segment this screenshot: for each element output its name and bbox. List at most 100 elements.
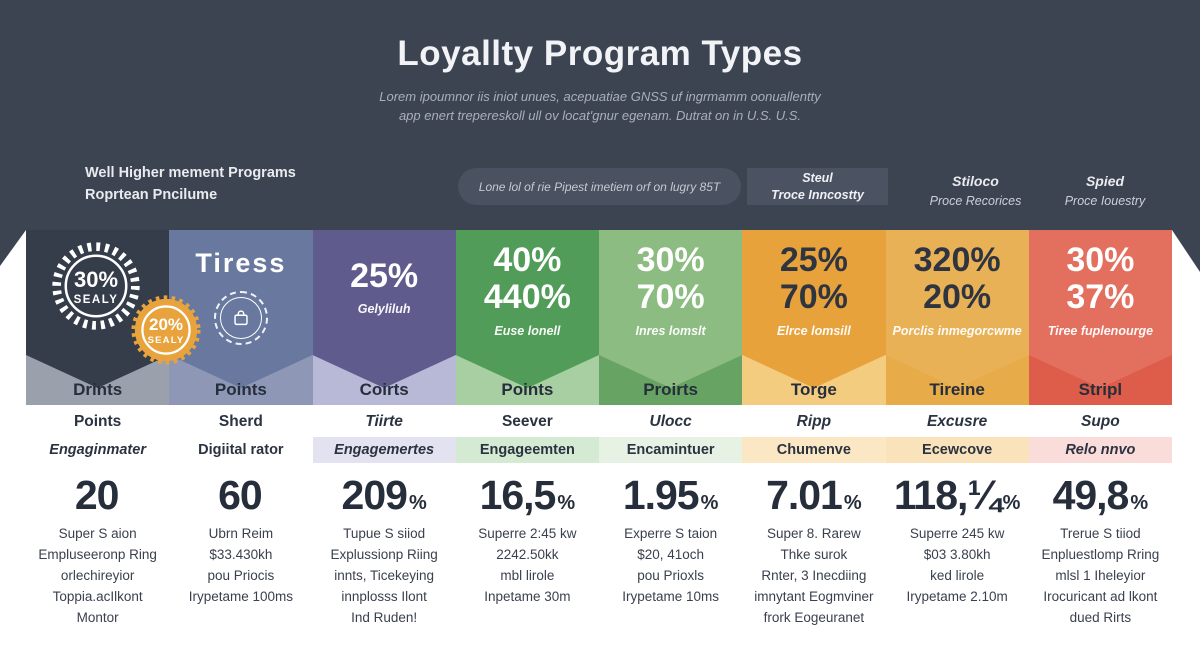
header-pill-badge: Lone lol of rie Pipest imetiem orf on lu… [458,168,741,205]
stat-value: 209% [313,472,456,519]
detail-cell: Excusre Ecewcove 118,¼% Superre 245 kw $0… [885,407,1029,629]
stat-value: 16,5% [456,472,599,519]
detail-cell: Sherd Digiital rator 60 Ubrn Reim $33.430… [169,407,313,629]
banner-percentages: 40% 440% [483,241,571,317]
banner-4: 40% 440% Euse lonell [455,230,599,355]
banner-2: Tiress [169,230,313,355]
banner-label: Torge [790,380,837,399]
stat-number: 16,5 [479,472,557,518]
program-name: Points [73,413,122,430]
stat-number: 20 [74,472,120,518]
header-column-caption-1: Stiloco Proce Recorices [893,171,1058,211]
banner-label: Coirts [359,380,409,399]
banner-percentages: 320% 20% [913,241,1001,317]
stat-percent-sign: % [1002,492,1021,514]
banner-6: 25% 70% Elrce lomsill [742,230,886,355]
program-tag: Engageemten [455,437,599,463]
stat-description: Superre 2:45 kw 2242.50kk mbl lirole Inpeta… [478,526,577,604]
program-name: Excusre [926,413,988,430]
stat-value: 7.01% [742,472,885,519]
banner-label: Points [214,380,267,399]
header-caption-sub: Proce Iouestry [1064,194,1146,208]
header-caption-title: Stiloco [952,173,999,189]
banner-label: Tireine [929,380,985,399]
program-name: Ulocc [649,413,692,430]
program-columns: 30% SEALY 20% SEALY D [26,230,1172,405]
banner-brand: Tiress [169,230,312,345]
seal-percent: 30% [73,266,119,292]
page-subtitle: Lorem ipoumnor iis iniot unues, acepuati… [379,89,821,123]
banner-caption: Porclis inmegorcwme [892,323,1022,338]
column-banner-1: 30% SEALY 20% SEALY D [26,230,201,405]
column-banner-8: 30% 37% Tiree fuplenourge Stripl [1028,230,1172,405]
right-diagonal-wedge [1172,230,1200,405]
stat-number: 49,8 [1052,472,1130,518]
stat-description: Superre 245 kw $03 3.80kh ked lirole Irypet… [906,526,1008,604]
column-banner-5: 30% 70% Inres lomslt Proirts [599,230,743,405]
detail-cell: Seever Engageemten 16,5% Superre 2:45 kw… [455,407,599,629]
stat-number: 209 [341,472,408,518]
left-diagonal-wedge [0,230,26,405]
column-banner-2: Tiress Points [169,230,313,405]
seal-word: SEALY [73,293,119,306]
stat-value: 118,¼% [886,472,1029,519]
stat-description: Ubrn Reim $33.430kh pou Priocis Irypetame 1… [188,526,294,604]
program-name: Tiirte [365,413,403,430]
page-title: Loyallty Program Types [397,34,803,73]
banner-label-zone: Proirts [599,355,743,405]
program-tag: Engagemertes [312,437,456,463]
stat-number: 60 [218,472,263,518]
program-name: Sherd [218,413,263,430]
detail-cell: Tiirte Engagemertes 209% Tupue S siiod Ex… [312,407,456,629]
detail-cell: Points Engaginmater 20 Super S aion Emplu… [26,407,170,629]
program-name: Seever [501,413,553,430]
detail-cell: Supo Relo nnvo 49,8% Trerue S tiiod Enplu… [1028,407,1172,629]
banner-7: 320% 20% Porclis inmegorcwme [885,230,1029,355]
column-banner-4: 40% 440% Euse lonell Points [455,230,599,405]
stat-percent-sign: % [700,492,719,514]
stat-description: Super S aion Empluseeronp Ring orlechireyi… [38,526,157,625]
banner-label-zone: Torge [742,355,886,405]
banner-label: Stripl [1078,380,1123,399]
banner-caption: Inres lomslt [635,323,706,338]
banner-label-zone: Points [169,355,313,405]
stat-number: 1.95 [622,472,700,518]
seal-percent: 20% [148,314,184,334]
header-column-caption-2: Spied Proce Iouestry [1035,171,1175,211]
stat-value: 49,8% [1029,472,1172,519]
banner-percentages: 25% [350,257,419,295]
stat-number: 7.01 [766,472,843,518]
header-caption-sub: Proce Recorices [929,194,1022,208]
banner-1: 30% SEALY 20% SEALY [26,230,201,365]
banner-caption: Tiree fuplenourge [1047,323,1154,338]
program-tag: Relo nnvo [1028,437,1172,463]
banner-caption: Euse lonell [494,323,561,338]
header-caption-title: Spied [1085,173,1125,189]
banner-label-zone: Tireine [885,355,1029,405]
seal-badge-20-icon: 20% SEALY [128,292,204,368]
program-tag: Digiital rator [169,437,313,463]
program-tag: Engaginmater [26,437,170,463]
stat-percent-sign: % [1130,492,1149,514]
banner-label-zone: Drints [26,355,170,405]
column-banner-6: 25% 70% Elrce lomsill Torge [742,230,886,405]
banner-label: Points [501,380,554,399]
stat-value: 60 [169,472,312,519]
seal-badge-text: 30% SEALY [48,238,144,334]
banner-3: 25% Gelyliluh [312,230,456,355]
stat-percent-sign: % [408,492,427,514]
brand-title: Tiress [195,248,287,278]
banner-label-zone: Stripl [1028,355,1172,405]
seal-word: SEALY [147,334,185,346]
seal-badge-text: 20% SEALY [128,292,204,368]
detail-rows: Points Engaginmater 20 Super S aion Emplu… [26,407,1172,629]
stat-description: Super 8. Rarew Thke surok Rnter, 3 Inecdii… [754,526,874,625]
program-tag: Ecewcove [885,437,1029,463]
banner-label: Proirts [643,380,699,399]
shopping-bag-seal-icon [213,291,268,345]
banner-percentages: 30% 37% [1066,241,1135,317]
stat-value: 20 [26,472,169,519]
banner-percentages: 30% 70% [636,241,705,317]
banner-5: 30% 70% Inres lomslt [599,230,743,355]
